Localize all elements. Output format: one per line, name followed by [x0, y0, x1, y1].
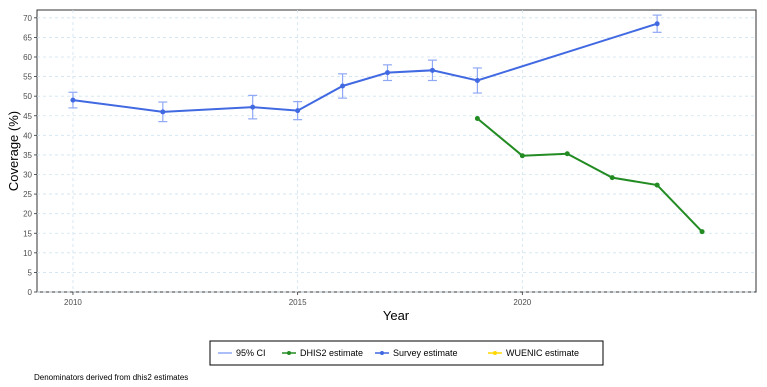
survey-estimate-point	[70, 98, 75, 103]
y-tick-label: 50	[23, 92, 32, 101]
legend-key-dhis2-point	[287, 351, 291, 355]
legend-label-survey: Survey estimate	[393, 348, 458, 358]
survey-estimate-point	[430, 68, 435, 73]
legend: 95% CI DHIS2 estimate Survey estimate WU…	[210, 341, 603, 365]
survey-estimate-point	[340, 83, 345, 88]
y-tick-label: 0	[28, 288, 33, 297]
plot-panel	[37, 10, 756, 292]
dhis2-estimate-point	[565, 151, 570, 156]
survey-estimate-point	[655, 21, 660, 26]
legend-label-ci: 95% CI	[236, 348, 266, 358]
legend-label-dhis2: DHIS2 estimate	[300, 348, 363, 358]
y-tick-label: 5	[28, 268, 33, 277]
legend-key-wuenic-point	[493, 351, 497, 355]
survey-estimate-point	[475, 78, 480, 83]
y-tick-label: 25	[23, 190, 32, 199]
y-tick-label: 15	[23, 229, 32, 238]
y-tick-label: 40	[23, 131, 32, 140]
dhis2-estimate-point	[655, 183, 660, 188]
x-tick-label: 2010	[64, 298, 82, 307]
survey-estimate-point	[295, 108, 300, 113]
legend-key-survey-point	[380, 351, 384, 355]
x-tick-label: 2020	[513, 298, 531, 307]
survey-estimate-point	[250, 105, 255, 110]
x-axis-title: Year	[383, 308, 410, 323]
y-tick-label: 35	[23, 151, 32, 160]
survey-estimate-point	[160, 109, 165, 114]
legend-label-wuenic: WUENIC estimate	[506, 348, 579, 358]
x-axis-ticks: 2010 2015 2020	[64, 292, 532, 307]
y-axis-ticks: 0 5 10 15 20 25 30 35 40 45 50 55 60 65 70	[23, 14, 37, 297]
survey-estimate-point	[385, 70, 390, 75]
dhis2-estimate-point	[700, 229, 705, 234]
caption: Denominators derived from dhis2 estimate…	[34, 373, 188, 382]
y-tick-label: 60	[23, 53, 32, 62]
y-tick-label: 10	[23, 249, 32, 258]
y-tick-label: 20	[23, 210, 32, 219]
y-tick-label: 55	[23, 73, 32, 82]
dhis2-estimate-point	[610, 175, 615, 180]
y-tick-label: 30	[23, 171, 32, 180]
y-tick-label: 45	[23, 112, 32, 121]
dhis2-estimate-point	[475, 116, 480, 121]
dhis2-estimate-point	[520, 153, 525, 158]
y-tick-label: 70	[23, 14, 32, 23]
y-axis-title: Coverage (%)	[6, 111, 21, 191]
y-tick-label: 65	[23, 33, 32, 42]
x-tick-label: 2015	[289, 298, 307, 307]
